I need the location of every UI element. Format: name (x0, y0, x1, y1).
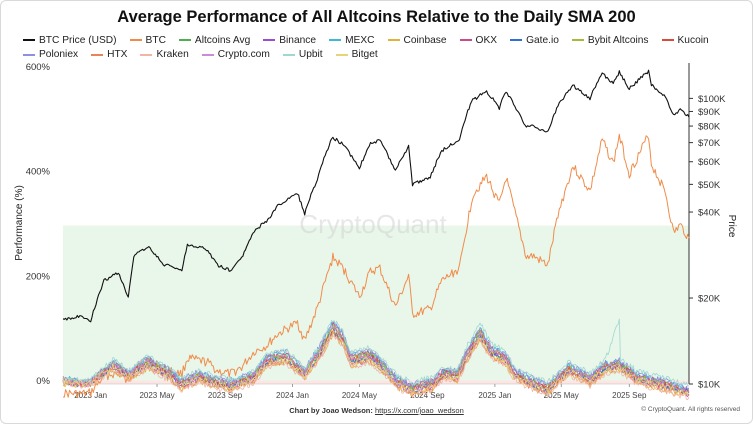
legend-item-poloniex[interactable]: Poloniex (23, 48, 78, 61)
y-tick-label: 0% (36, 376, 50, 387)
chart-credit: Chart by Joao Wedson: https://x.com/joao… (1, 406, 752, 415)
legend-label: Coinbase (403, 34, 447, 46)
series-line-upbit (62, 318, 690, 387)
credit-prefix: Chart by Joao Wedson: (289, 406, 373, 415)
legend-item-upbit[interactable]: Upbit (282, 48, 323, 61)
x-tick-label: 2025 May (544, 391, 579, 400)
y2-tick-label: $80K (698, 122, 721, 133)
legend-swatch (510, 39, 523, 41)
legend-label: BTC Price (USD) (39, 34, 117, 46)
series-line-btc (62, 133, 690, 399)
y2-tick-label: $90K (698, 107, 721, 118)
legend-label: Altcoins Avg (194, 34, 251, 46)
legend-swatch (571, 39, 584, 41)
legend-label: MEXC (345, 34, 375, 46)
y2-tick-label: $70K (698, 138, 721, 149)
x-tick-label: 2023 Sep (208, 391, 243, 400)
legend-swatch (387, 39, 400, 41)
legend-swatch (91, 53, 104, 56)
y-tick-label: 400% (26, 167, 51, 178)
legend-label: Crypto.com (217, 49, 270, 60)
legend-item-btc[interactable]: BTC (129, 34, 166, 47)
band-negative (63, 380, 689, 384)
legend-swatch (335, 53, 348, 56)
y2-tick-label: $50K (698, 180, 721, 191)
legend-label: OKX (475, 34, 498, 46)
legend-swatch (329, 39, 342, 41)
x-tick-label: 2024 Jan (276, 391, 309, 400)
x-tick-label: 2024 Sep (410, 391, 445, 400)
chart-legend: BTC Price (USD) BTC Altcoins Avg Binance MEX… (23, 32, 743, 61)
legend-label: HTX (107, 49, 128, 60)
legend-swatch (201, 53, 214, 56)
legend-swatch (282, 53, 295, 56)
legend-swatch (129, 39, 142, 41)
legend-item-coinbase[interactable]: Coinbase (387, 34, 447, 47)
legend-swatch (459, 39, 472, 41)
y2-tick-label: $60K (698, 157, 721, 168)
y-tick-label: 200% (26, 271, 51, 282)
series-line-coinbase (62, 333, 690, 397)
legend-swatch (23, 53, 35, 56)
legend-swatch (178, 39, 191, 41)
y2-tick-label: $10K (698, 380, 721, 391)
y2-tick-label: $40K (698, 208, 721, 219)
legend-item-gate-io[interactable]: Gate.io (510, 34, 559, 47)
legend-swatch (23, 39, 35, 41)
legend-item-binance[interactable]: Binance (263, 34, 316, 47)
series-line-kraken (62, 335, 690, 400)
series-line-btc-price-usd (62, 69, 690, 323)
legend-item-btc-price-usd[interactable]: BTC Price (USD) (23, 34, 117, 47)
series-line-bitget (62, 330, 690, 395)
y2-axis-label: Price (726, 215, 737, 238)
credit-link[interactable]: https://x.com/joao_wedson (374, 406, 464, 415)
x-tick-label: 2024 May (342, 391, 377, 400)
legend-label: Kucoin (677, 34, 709, 46)
copyright-text: © CryptoQuant. All rights reserved (641, 406, 740, 413)
x-tick-label: 2025 Sep (612, 391, 647, 400)
legend-item-altcoins-avg[interactable]: Altcoins Avg (178, 34, 251, 47)
legend-swatch (661, 39, 674, 41)
legend-item-bitget[interactable]: Bitget (335, 48, 378, 61)
chart-title: Average Performance of All Altcoins Rela… (117, 8, 636, 26)
legend-item-kucoin[interactable]: Kucoin (661, 34, 709, 47)
legend-item-okx[interactable]: OKX (459, 34, 498, 47)
chart-svg: CryptoQuant 0% 200% 400% 600% $10K $20K $40K $5… (14, 62, 737, 400)
legend-label: BTC (145, 34, 166, 46)
legend-swatch (263, 39, 276, 41)
watermark: CryptoQuant (299, 209, 447, 239)
x-tick-label: 2025 Jan (478, 391, 511, 400)
legend-label: Gate.io (526, 34, 559, 46)
legend-label: Bybit Altcoins (587, 34, 649, 46)
legend-item-bybit-altcoins[interactable]: Bybit Altcoins (571, 34, 649, 47)
legend-item-htx[interactable]: HTX (91, 48, 127, 61)
legend-item-mexc[interactable]: MEXC (329, 34, 375, 47)
legend-swatch (140, 53, 153, 56)
legend-label: Upbit (298, 49, 323, 60)
series-line-htx (62, 330, 690, 396)
legend-label: Bitget (351, 49, 378, 60)
y-tick-label: 600% (26, 62, 51, 73)
legend-label: Poloniex (39, 49, 79, 60)
legend-label: Kraken (156, 49, 189, 60)
y2-tick-label: $100K (698, 94, 726, 105)
x-tick-label: 2023 May (139, 391, 174, 400)
legend-item-kraken[interactable]: Kraken (140, 48, 189, 61)
series-line-crypto-com (62, 326, 690, 393)
legend-item-crypto-com[interactable]: Crypto.com (201, 48, 270, 61)
legend-label: Binance (279, 34, 317, 46)
y-axis-label: Performance (%) (14, 185, 25, 261)
y2-tick-label: $20K (698, 294, 721, 305)
